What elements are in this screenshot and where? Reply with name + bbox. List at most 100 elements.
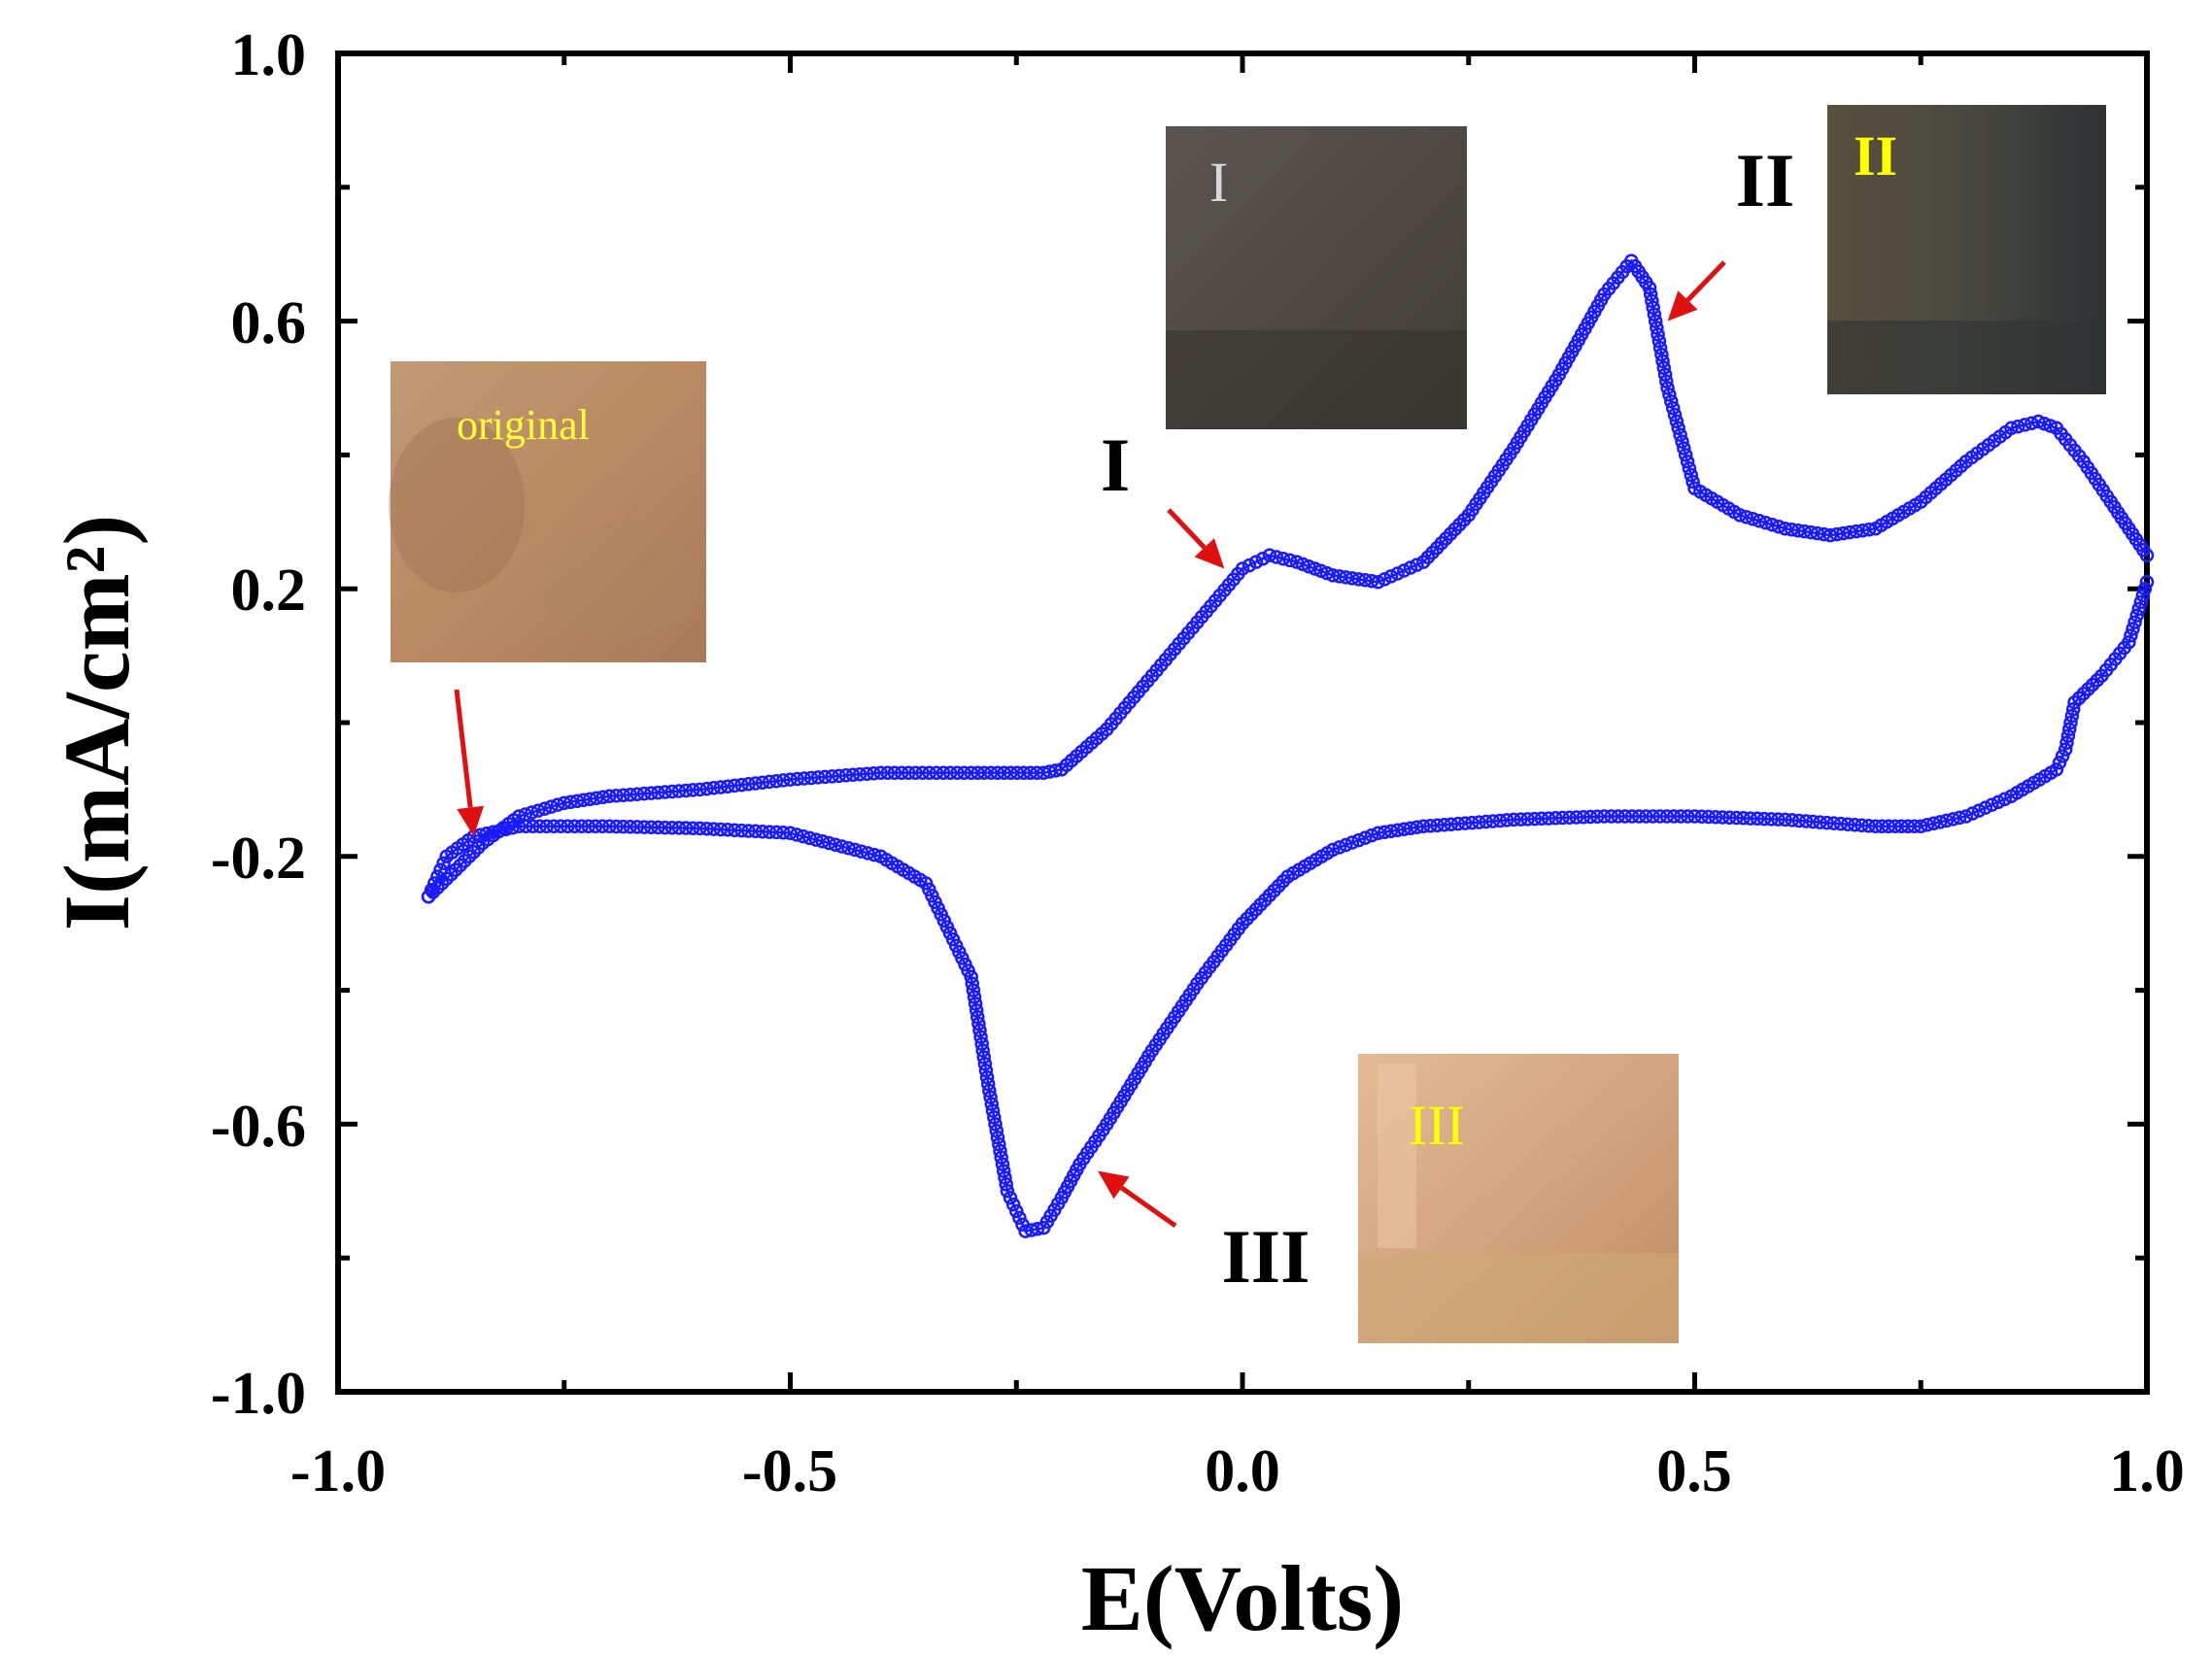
data-point [2129,608,2144,624]
data-point [1736,811,1751,826]
data-point [1861,819,1876,833]
data-point [1836,525,1851,541]
data-point [841,840,856,856]
data-point [1654,347,1669,362]
data-point [990,1130,1005,1145]
data-point [693,821,707,836]
data-point [678,821,694,835]
data-point [983,1090,998,1105]
data-point [1457,816,1473,830]
data-point [1397,822,1412,836]
data-point [1437,817,1451,832]
data-point [815,834,831,849]
data-point [1665,400,1681,416]
data-point [992,1136,1006,1152]
data-point [1255,551,1271,566]
data-point [1868,819,1883,834]
peak-label-III: III [1221,1214,1310,1299]
data-point [1410,820,1424,835]
data-point [894,765,909,780]
data-point [2058,742,2073,757]
data-point [818,769,833,785]
data-point [1339,570,1353,585]
data-point [1423,819,1438,833]
data-point [1660,381,1675,395]
data-point [968,997,983,1011]
data-point [974,1036,989,1051]
data-point [873,765,888,780]
data-point [1351,572,1366,587]
data-point [2031,414,2046,429]
inset-photo-original: original [389,361,706,662]
data-point [2064,708,2080,724]
data-point [987,1110,1002,1125]
data-point [797,771,812,786]
data-point [1015,1217,1030,1233]
data-point [1900,819,1916,834]
data-point [1364,828,1379,843]
data-point [998,1170,1012,1185]
data-point [1791,813,1807,828]
data-point [1752,514,1767,528]
data-point [783,772,798,787]
inset-photo-original-image [391,361,706,662]
data-point [908,765,923,780]
data-point [1650,321,1664,335]
peak-label-I: I [1101,422,1130,507]
data-point [1242,558,1257,573]
data-point [1499,813,1514,828]
data-point [630,820,645,834]
annotation-arrows [454,260,1726,1229]
data-point [1534,811,1549,827]
data-point [1743,811,1758,826]
data-point [671,821,687,835]
data-point [1756,811,1772,827]
data-point [1655,354,1670,369]
data-point [1771,519,1787,534]
data-point [581,819,596,834]
data-point [557,795,572,810]
data-point [1798,814,1814,828]
data-point [808,832,824,847]
data-point [1680,455,1695,469]
data-point [828,837,843,852]
data-point [1739,510,1753,524]
data-point [2127,615,2142,629]
data-point [1358,573,1373,588]
data-point [1722,810,1737,826]
data-point [609,789,624,803]
data-point [984,1097,1000,1111]
arrow-II-head [1667,290,1698,321]
data-point [2135,588,2151,603]
data-point [834,839,849,854]
data-point [822,835,836,851]
data-point [1907,819,1922,834]
data-point [802,830,817,846]
data-point [1378,825,1392,839]
data-point [1645,293,1659,309]
data-point [699,821,714,836]
data-point [1817,526,1831,542]
data-point [790,771,804,787]
data-point [1842,524,1857,540]
data-point [1555,810,1570,826]
peak-label-II: II [1736,138,1795,222]
data-point [1009,765,1025,780]
data-point [977,1057,993,1071]
data-point [596,790,610,805]
data-point [922,765,936,780]
x-tick-label: 0.0 [1205,1438,1280,1504]
data-point [1646,809,1660,824]
data-point [2011,419,2025,434]
data-point [1371,826,1385,840]
data-point [1810,525,1825,541]
data-point [1344,571,1360,586]
data-point [989,1124,1004,1138]
y-tick-label: -0.6 [211,1094,306,1160]
data-point [1659,374,1674,389]
arrow-II-shaft [1685,260,1726,302]
x-tick-label: -0.5 [742,1438,837,1504]
data-point [1715,810,1730,825]
x-axis-title: E(Volts) [1081,1546,1404,1650]
data-point [2067,695,2082,710]
